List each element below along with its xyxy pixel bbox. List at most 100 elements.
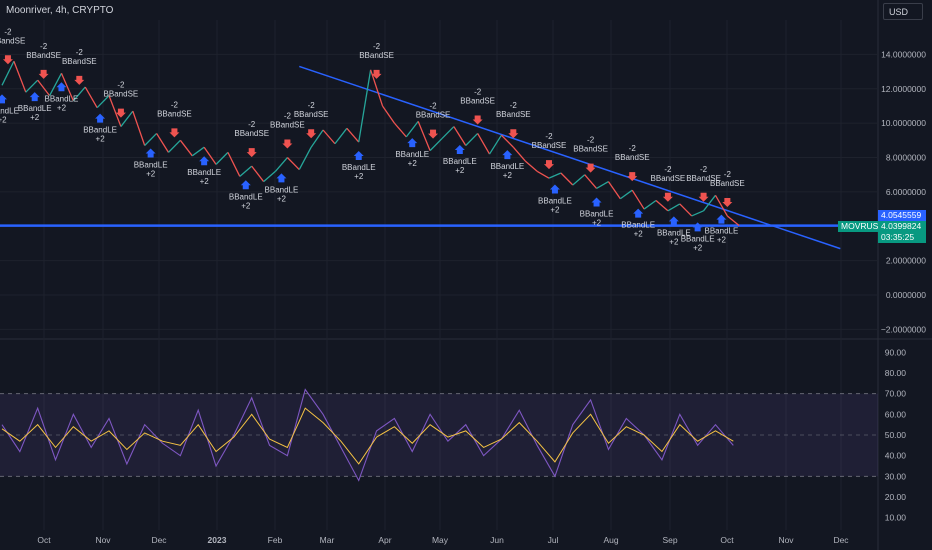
down-arrow-icon [2,55,13,65]
price-segment [548,172,562,179]
time-tick-label: Oct [720,535,734,545]
long-signal: BBandLE+2 [187,156,221,186]
price-segment [227,152,241,177]
time-tick-label: Apr [378,535,391,545]
price-segment [619,189,633,200]
price-segment [144,132,158,146]
signal-qty: +2 [96,135,106,144]
up-arrow-icon [407,138,418,148]
signal-label: BBandSE [104,90,139,99]
long-signal: BBandLE+2 [657,216,691,246]
price-segment [536,170,550,179]
rsi-ma-line [1,407,734,465]
price-segment [488,134,502,155]
signal-qty: +2 [241,201,251,210]
time-tick-label: Mar [320,535,335,545]
price-segment [572,174,586,186]
price-segment [381,105,395,124]
signal-label: BBandLE [83,126,117,135]
price-tick-label: 2.0000000 [886,256,926,266]
up-arrow-icon [276,173,287,183]
signal-label: BBandLE [342,163,376,172]
signal-label: BBandSE [532,141,567,150]
price-segment [703,194,716,212]
up-arrow-icon [353,151,364,161]
signal-label: BBandSE [62,57,97,66]
signal-qty: +2 [717,236,727,245]
down-arrow-icon [371,69,382,79]
price-segment [13,61,27,93]
time-tick-label: Jul [548,535,559,545]
price-segment [429,138,443,152]
up-arrow-icon [549,184,560,194]
price-segment [465,132,479,146]
price-segment [346,127,360,143]
price-segment [524,160,538,172]
price-segment [405,121,419,138]
down-arrow-icon [627,172,638,182]
signal-qty: +2 [277,194,287,203]
signals-layer: BBandSE-2BBandSE-2BBandSE-2BBandSE-2BBan… [0,27,745,252]
up-arrow-icon [716,214,727,224]
signal-qty: -2 [700,165,708,174]
price-segment [691,210,704,217]
down-arrow-icon [472,115,483,125]
signal-label: BBandLE [681,234,715,243]
up-arrow-icon [692,222,703,232]
signal-qty: +2 [634,230,644,239]
price-segment [512,146,526,162]
price-segment [286,157,300,171]
price-segment [179,139,193,157]
short-signal: BBandSE-2 [104,81,139,118]
signal-label: BBandSE [359,51,394,60]
time-tick-label: May [432,535,449,545]
price-segment [358,69,372,143]
long-signal: BBandLE+2 [621,208,655,239]
signal-qty: +2 [146,169,156,178]
price-segment [84,86,98,108]
up-arrow-icon [56,82,67,92]
price-segment [1,60,15,86]
price-segment [370,69,384,107]
short-signal: BBandSE-2 [532,132,567,170]
signal-label: BBandSE [460,96,495,105]
price-segment [584,174,598,189]
time-tick-label: Feb [268,535,283,545]
signal-qty: -2 [510,101,518,110]
currency-selector[interactable]: USD [883,3,923,20]
signal-label: BBandSE [710,179,745,188]
long-signal: BBandLE+2 [229,180,263,210]
signal-qty: -2 [117,81,125,90]
price-segment [215,151,229,165]
price-segment [441,126,455,140]
down-arrow-icon [662,192,673,202]
trendline [299,65,841,250]
signal-label: BBandLE [538,197,572,206]
price-segment [679,203,693,217]
signal-qty: +2 [592,218,602,227]
price-segment [714,195,728,217]
signal-label: BBandSE [496,110,531,119]
signal-qty: +2 [0,115,7,124]
up-arrow-icon [633,208,644,218]
short-signal: BBandSE-2 [26,42,61,79]
price-segment [251,165,265,182]
up-arrow-icon [591,197,602,207]
time-tick-label: 2023 [208,535,227,545]
price-segment [203,146,217,165]
price-segment [560,172,574,186]
signal-qty: +2 [408,159,418,168]
signal-label: BBandSE [0,36,25,45]
price-segment [334,127,348,145]
up-arrow-icon [668,216,679,226]
long-signal: BBandLE+2 [342,151,376,181]
price-tick-label: 6.0000000 [886,187,926,197]
signal-qty: -2 [373,42,381,51]
up-arrow-icon [502,150,513,160]
signal-qty: +2 [669,237,679,246]
short-signal: BBandSE-2 [686,165,721,202]
signal-label: BBandLE [265,185,299,194]
rsi-tick-label: 90.00 [885,347,907,357]
signal-label: BBandSE [234,129,269,138]
